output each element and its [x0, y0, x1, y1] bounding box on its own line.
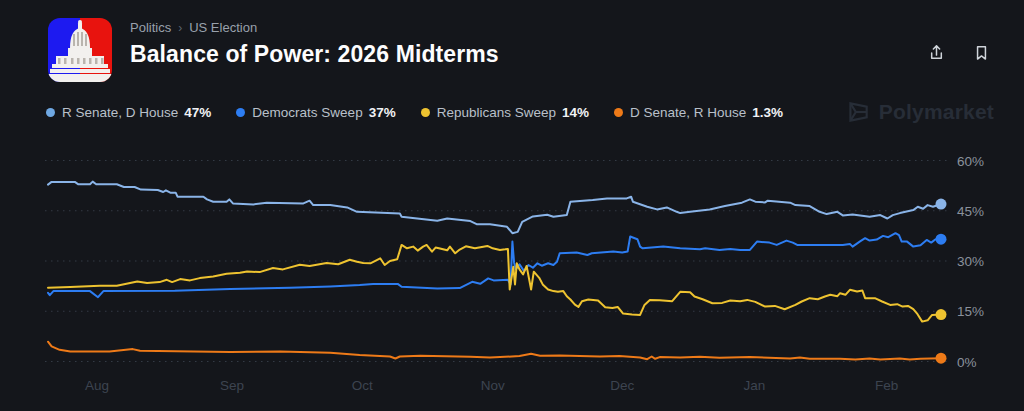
header-text-block: Politics › US Election Balance of Power:…	[130, 18, 924, 67]
legend-item-republicans-sweep[interactable]: Republicans Sweep 14%	[421, 105, 589, 120]
series-line-republicans-sweep	[48, 245, 941, 322]
x-tick-label: Nov	[481, 378, 505, 393]
share-icon	[926, 42, 947, 63]
market-header: Politics › US Election Balance of Power:…	[48, 18, 994, 82]
series-end-dot-republicans-sweep	[936, 309, 947, 320]
watermark-text: Polymarket	[879, 100, 994, 124]
series-line-r-senate-d-house	[48, 182, 941, 234]
legend-dot-icon	[46, 108, 55, 117]
legend-item-democrats-sweep[interactable]: Democrats Sweep 37%	[236, 105, 395, 120]
x-tick-label: Jan	[743, 378, 765, 393]
y-tick-label: 15%	[957, 304, 984, 319]
legend-value: 14%	[562, 105, 589, 120]
legend-dot-icon	[421, 108, 430, 117]
legend-value: 47%	[184, 105, 211, 120]
y-tick-label: 60%	[957, 154, 984, 169]
breadcrumb-separator-icon: ›	[178, 21, 182, 35]
legend-row: R Senate, D House 47% Democrats Sweep 37…	[46, 99, 994, 125]
polymarket-watermark: Polymarket	[845, 99, 994, 125]
event-image-capitol	[48, 18, 112, 82]
legend-value: 37%	[369, 105, 396, 120]
legend-item-r-senate-d-house[interactable]: R Senate, D House 47%	[46, 105, 211, 120]
share-button[interactable]	[924, 40, 949, 65]
legend-label: Democrats Sweep	[252, 105, 362, 120]
series-end-dot-r-senate-d-house	[936, 199, 947, 210]
bookmark-button[interactable]	[969, 40, 994, 65]
bookmark-icon	[971, 42, 992, 63]
legend-item-d-senate-r-house[interactable]: D Senate, R House 1.3%	[614, 105, 783, 120]
legend-value: 1.3%	[752, 105, 783, 120]
chart-legend: R Senate, D House 47% Democrats Sweep 37…	[46, 105, 783, 120]
price-history-chart[interactable]: 60% 45% 30% 15% 0% Aug Sep Oct Nov Dec Jan Feb	[0, 140, 1024, 411]
breadcrumb-politics[interactable]: Politics	[130, 20, 171, 35]
breadcrumb-us-election[interactable]: US Election	[189, 20, 257, 35]
breadcrumb: Politics › US Election	[130, 18, 924, 35]
series-line-d-senate-r-house	[48, 342, 941, 360]
series-line-democrats-sweep	[48, 233, 941, 297]
chart-canvas: 60% 45% 30% 15% 0% Aug Sep Oct Nov Dec Jan Feb	[0, 140, 1024, 411]
legend-label: R Senate, D House	[62, 105, 178, 120]
series-end-dot-democrats-sweep	[936, 234, 947, 245]
y-tick-label: 30%	[957, 254, 984, 269]
series-end-dot-d-senate-r-house	[936, 353, 947, 364]
legend-dot-icon	[236, 108, 245, 117]
legend-label: D Senate, R House	[630, 105, 746, 120]
capitol-building-icon	[48, 18, 112, 82]
x-tick-label: Feb	[875, 378, 898, 393]
legend-label: Republicans Sweep	[437, 105, 556, 120]
polymarket-market-widget: Politics › US Election Balance of Power:…	[0, 0, 1024, 411]
header-actions	[924, 40, 994, 65]
x-tick-label: Aug	[85, 378, 109, 393]
polymarket-logo-icon	[845, 99, 871, 125]
x-tick-label: Oct	[352, 378, 373, 393]
legend-dot-icon	[614, 108, 623, 117]
x-tick-label: Sep	[220, 378, 244, 393]
y-tick-label: 45%	[957, 204, 984, 219]
page-title: Balance of Power: 2026 Midterms	[130, 41, 924, 67]
x-tick-label: Dec	[610, 378, 634, 393]
y-tick-label: 0%	[957, 355, 977, 370]
